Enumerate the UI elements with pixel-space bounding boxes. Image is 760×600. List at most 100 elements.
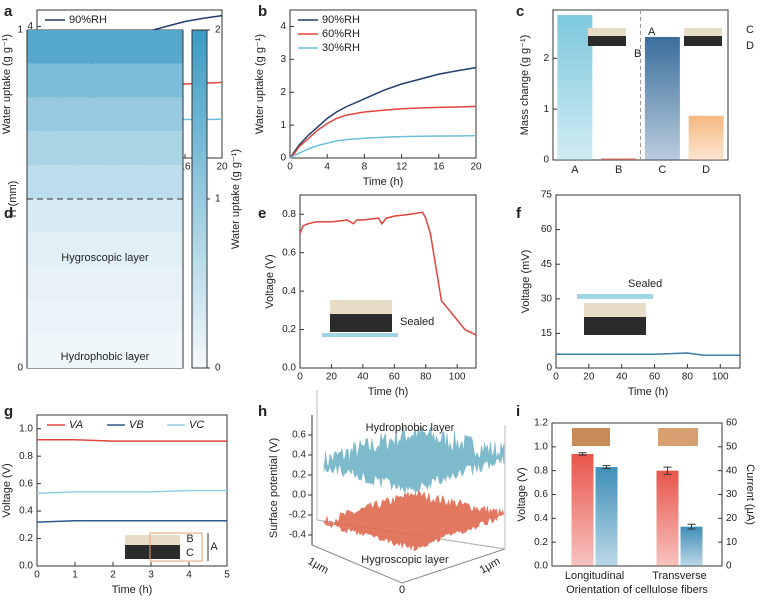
inset-top [588,28,626,36]
x-tick-label: 16 [433,162,445,173]
inset-label: A [210,541,218,553]
data-line [556,352,740,357]
axis-label: 1μm [306,555,331,576]
y-tick-label: 75 [541,190,553,201]
surface [323,425,505,495]
y-axis-label: Water uptake (g g⁻¹) [254,34,266,134]
panel-letter: d [4,205,13,222]
y-tick-label: 0 [17,363,23,374]
y-tick-label: 0.6 [19,478,33,489]
y-tick-label: 4 [27,21,33,32]
inset-top [330,300,392,314]
inset-label: A [648,26,656,38]
x-tick-label: 60 [649,372,661,383]
x-tick-label: 1 [72,570,78,581]
z-tick-label: 0.2 [292,470,306,481]
z-tick-label: 0.0 [292,490,306,501]
y-tick-label: 0.8 [19,451,33,462]
seal [322,333,398,337]
x-tick-label: 20 [326,372,338,383]
y-tick-label: 0.2 [282,324,296,335]
z-tick-label: -0.2 [289,510,307,521]
annotation: Hydrophobic layer [366,422,455,434]
annotation: Sealed [628,278,662,290]
y-tick-label: 1 [17,25,23,36]
plot-frame [555,194,741,369]
y-axis-label: H (mm) [7,181,19,218]
inset-top [684,28,722,36]
colorbar [191,29,208,369]
z-tick-label: 0.6 [292,430,306,441]
x-tick-label: 5 [224,570,230,581]
y2-tick-label: 0 [726,561,732,572]
y-tick-label: 0.2 [19,533,33,544]
axis-label: 1μm [478,555,503,576]
x-tick-label: 100 [449,372,466,383]
data-line [289,105,477,159]
colorbar-tick-label: 0 [215,363,221,374]
x-tick-label: 4 [324,162,330,173]
y-tick-label: 1.0 [534,441,548,452]
y-tick-label: 0 [543,155,549,166]
y-axis-label: Voltage (V) [1,463,13,517]
x-tick-label: D [702,164,710,176]
data-line [299,211,477,336]
bar [557,15,593,160]
legend-label: 90%RH [322,14,360,26]
y-axis-label: Voltage (mV) [520,250,532,314]
y2-tick-label: 10 [726,537,738,548]
panel-letter: c [516,3,524,20]
x-tick-label: 2 [110,570,116,581]
x-tick-label: 80 [682,372,694,383]
y-axis-label: Water uptake (g g⁻¹) [1,34,13,134]
x-tick-label: C [658,164,666,176]
z-axis-label: Surface potential (V) [268,438,280,538]
y2-tick-label: 30 [726,489,738,500]
x-tick-label: Transverse [652,570,707,582]
surface [323,490,505,552]
y-tick-label: 0.2 [534,537,548,548]
heat-band [27,266,183,301]
y-tick-label: 0.8 [534,465,548,476]
y-tick-label: 60 [541,224,553,235]
y-tick-label: 45 [541,259,553,270]
y-tick-label: 0.0 [19,561,33,572]
annotation: Hygroscopic layer [361,554,449,566]
x-axis-label: Orientation of cellulose fibers [566,584,708,596]
inset-bottom [125,545,180,559]
y-tick-label: 15 [541,328,553,339]
y-tick-label: 1 [543,104,549,115]
legend-label: VA [69,419,83,431]
panel-letter: h [258,403,267,420]
panel-letter: f [516,205,522,222]
x-tick-label: 16 [179,162,191,173]
inset-bottom [588,36,626,46]
y-tick-label: 0.6 [282,247,296,258]
x-tick-label: 4 [186,570,192,581]
y-tick-label: 0.4 [19,506,33,517]
y2-tick-label: 60 [726,418,738,429]
heat-band [27,232,183,267]
bar [571,453,594,566]
bar [656,470,679,566]
bar [644,36,680,160]
y2-axis-label: Current (μA) [744,464,756,525]
bar [688,115,724,160]
y-tick-label: 2 [543,53,549,64]
x-tick-label: 8 [362,162,368,173]
inset-fiber [658,428,698,446]
inset-fiber [572,428,610,446]
x-tick-label: 12 [396,162,408,173]
inset-bottom [584,317,646,335]
y-tick-label: 0.0 [534,561,548,572]
y-tick-label: 0.0 [282,363,296,374]
y-tick-label: 0.6 [534,489,548,500]
x-tick-label: 80 [420,372,432,383]
z-tick-label: -0.4 [289,530,307,541]
inset-outline [149,532,203,562]
legend-label: VC [189,419,204,431]
panel-letter: i [516,403,520,420]
y-tick-label: 4 [280,21,286,32]
error-bar [578,452,587,456]
